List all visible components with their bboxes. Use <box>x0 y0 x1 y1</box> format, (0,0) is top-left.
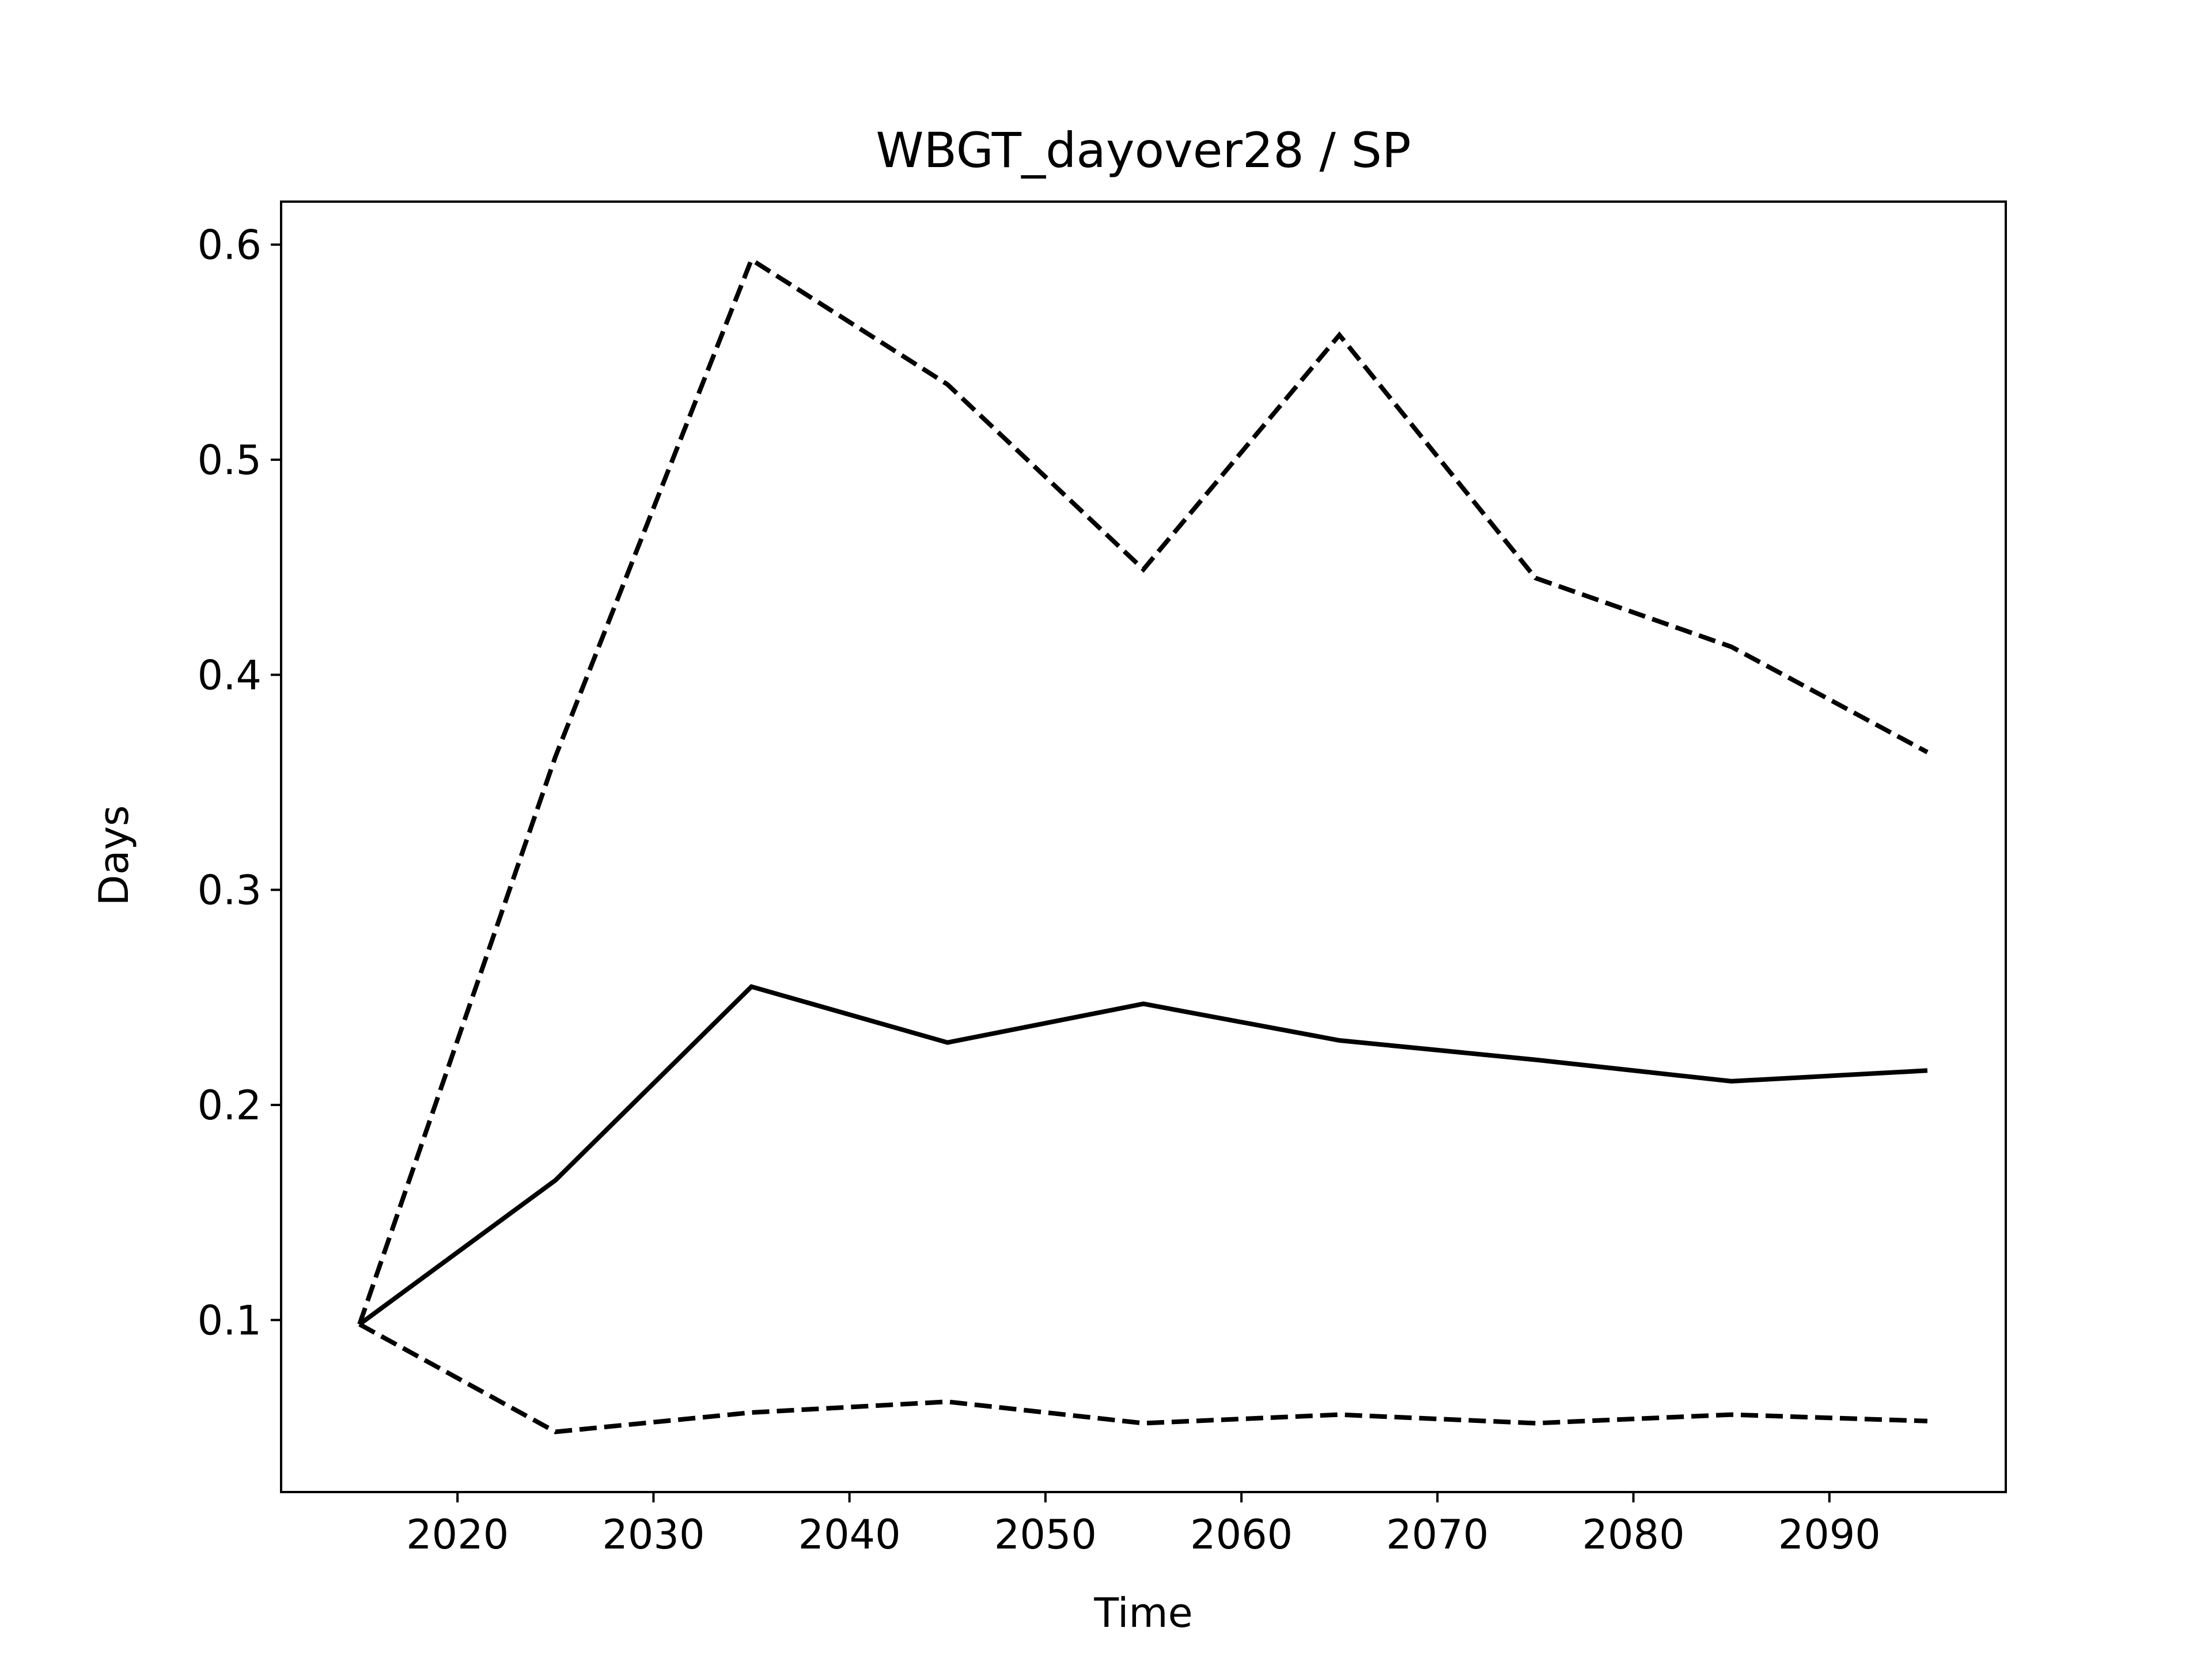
x-axis-label: Time <box>1093 1589 1192 1637</box>
chart-title: WBGT_dayover28 / SP <box>876 122 1411 179</box>
series-line-2-dashed <box>358 1322 1928 1434</box>
series-line-1-dashed <box>357 256 1929 1326</box>
x-tick-label: 2090 <box>1778 1511 1881 1558</box>
x-tick-label: 2020 <box>406 1511 509 1558</box>
x-tick-label: 2080 <box>1582 1511 1684 1558</box>
y-axis-label: Days <box>90 805 138 906</box>
y-tick-label: 0.1 <box>198 1297 262 1344</box>
y-tick-label: 0.6 <box>198 222 262 269</box>
x-tick-label: 2050 <box>994 1511 1097 1558</box>
series-layer <box>357 256 1929 1434</box>
x-tick-label: 2070 <box>1386 1511 1488 1558</box>
y-tick-label: 0.5 <box>198 437 262 484</box>
x-tick-label: 2030 <box>602 1511 704 1558</box>
y-tick-label: 0.3 <box>198 867 262 914</box>
y-tick-label: 0.4 <box>198 652 262 699</box>
x-tick-label: 2060 <box>1190 1511 1293 1558</box>
plot-frame <box>280 200 2007 1493</box>
axis-ticks: 2020 2030 2040 2050 2060 2070 2080 2090 0.1 0.2 0.… <box>198 222 1881 1558</box>
x-tick-label: 2040 <box>798 1511 901 1558</box>
series-line-0-solid <box>358 984 1928 1327</box>
y-tick-label: 0.2 <box>198 1082 262 1129</box>
